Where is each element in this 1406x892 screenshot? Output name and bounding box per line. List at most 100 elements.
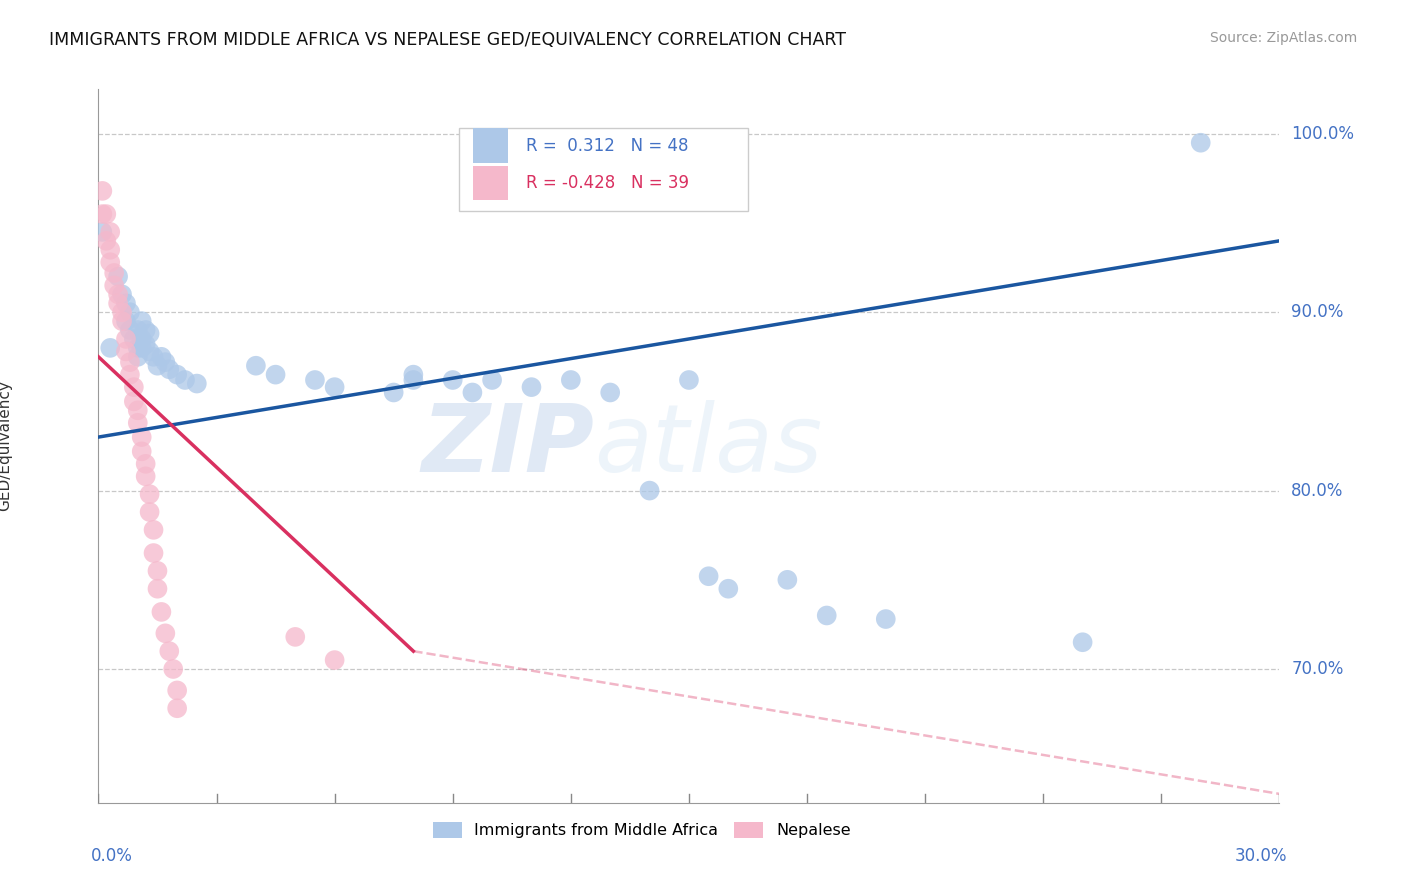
Point bbox=[461, 385, 484, 400]
Point bbox=[142, 350, 165, 364]
Text: 30.0%: 30.0% bbox=[1234, 847, 1288, 865]
Text: 0.0%: 0.0% bbox=[90, 847, 132, 865]
Point bbox=[115, 332, 138, 346]
Point bbox=[111, 305, 134, 319]
Point bbox=[166, 701, 188, 715]
Point bbox=[402, 373, 425, 387]
Text: atlas: atlas bbox=[595, 401, 823, 491]
Point bbox=[166, 683, 188, 698]
Point bbox=[138, 344, 160, 359]
Point bbox=[264, 368, 287, 382]
Point bbox=[131, 341, 153, 355]
Point bbox=[98, 255, 121, 269]
Point bbox=[122, 332, 145, 346]
Point bbox=[441, 373, 464, 387]
Point bbox=[107, 269, 129, 284]
Point bbox=[717, 582, 740, 596]
Point bbox=[138, 487, 160, 501]
Point bbox=[96, 234, 118, 248]
Point bbox=[127, 350, 149, 364]
FancyBboxPatch shape bbox=[472, 166, 508, 200]
Point bbox=[135, 469, 157, 483]
Point bbox=[115, 296, 138, 310]
Point bbox=[776, 573, 799, 587]
Point bbox=[678, 373, 700, 387]
Text: IMMIGRANTS FROM MIDDLE AFRICA VS NEPALESE GED/EQUIVALENCY CORRELATION CHART: IMMIGRANTS FROM MIDDLE AFRICA VS NEPALES… bbox=[49, 31, 846, 49]
Point bbox=[127, 416, 149, 430]
FancyBboxPatch shape bbox=[472, 128, 508, 162]
Point bbox=[284, 630, 307, 644]
Point bbox=[118, 305, 141, 319]
Point bbox=[122, 380, 145, 394]
Point bbox=[131, 444, 153, 458]
Text: Source: ZipAtlas.com: Source: ZipAtlas.com bbox=[1209, 31, 1357, 45]
Point bbox=[638, 483, 661, 498]
Point bbox=[875, 612, 897, 626]
Point bbox=[135, 337, 157, 351]
Point bbox=[115, 344, 138, 359]
Point bbox=[135, 457, 157, 471]
Point bbox=[118, 323, 141, 337]
Point bbox=[91, 207, 114, 221]
Point bbox=[155, 355, 177, 369]
Point bbox=[157, 362, 180, 376]
Point bbox=[304, 373, 326, 387]
Point bbox=[245, 359, 267, 373]
Point bbox=[174, 373, 197, 387]
Point bbox=[166, 368, 188, 382]
Point bbox=[131, 314, 153, 328]
Text: 90.0%: 90.0% bbox=[1291, 303, 1344, 321]
Point bbox=[402, 368, 425, 382]
Point bbox=[146, 582, 169, 596]
Point bbox=[107, 287, 129, 301]
Text: 70.0%: 70.0% bbox=[1291, 660, 1344, 678]
Point bbox=[91, 184, 114, 198]
Point bbox=[138, 326, 160, 341]
FancyBboxPatch shape bbox=[458, 128, 748, 211]
Text: ZIP: ZIP bbox=[422, 400, 595, 492]
Point bbox=[382, 385, 405, 400]
Point bbox=[157, 644, 180, 658]
Point bbox=[560, 373, 582, 387]
Point bbox=[599, 385, 621, 400]
Text: 80.0%: 80.0% bbox=[1291, 482, 1344, 500]
Point bbox=[111, 287, 134, 301]
Point bbox=[107, 296, 129, 310]
Point bbox=[323, 653, 346, 667]
Point bbox=[98, 341, 121, 355]
Point bbox=[118, 368, 141, 382]
Point bbox=[98, 225, 121, 239]
Point bbox=[162, 662, 184, 676]
Point bbox=[103, 266, 125, 280]
Text: GED/Equivalency: GED/Equivalency bbox=[0, 381, 11, 511]
Point bbox=[155, 626, 177, 640]
Point bbox=[323, 380, 346, 394]
Point bbox=[520, 380, 543, 394]
Point bbox=[118, 355, 141, 369]
Text: R =  0.312   N = 48: R = 0.312 N = 48 bbox=[526, 136, 689, 154]
Point bbox=[115, 314, 138, 328]
Point bbox=[98, 243, 121, 257]
Point bbox=[150, 605, 173, 619]
Point bbox=[146, 359, 169, 373]
Point bbox=[91, 225, 114, 239]
Legend: Immigrants from Middle Africa, Nepalese: Immigrants from Middle Africa, Nepalese bbox=[426, 815, 856, 845]
Point bbox=[127, 341, 149, 355]
Point bbox=[122, 394, 145, 409]
Point bbox=[131, 430, 153, 444]
Point bbox=[138, 505, 160, 519]
Point bbox=[131, 332, 153, 346]
Point bbox=[96, 207, 118, 221]
Point bbox=[150, 350, 173, 364]
Point bbox=[481, 373, 503, 387]
Point bbox=[697, 569, 720, 583]
Point bbox=[186, 376, 208, 391]
Point bbox=[127, 323, 149, 337]
Point bbox=[1071, 635, 1094, 649]
Point bbox=[1189, 136, 1212, 150]
Point bbox=[135, 323, 157, 337]
Point bbox=[142, 546, 165, 560]
Point bbox=[111, 314, 134, 328]
Point bbox=[127, 403, 149, 417]
Text: R = -0.428   N = 39: R = -0.428 N = 39 bbox=[526, 174, 689, 192]
